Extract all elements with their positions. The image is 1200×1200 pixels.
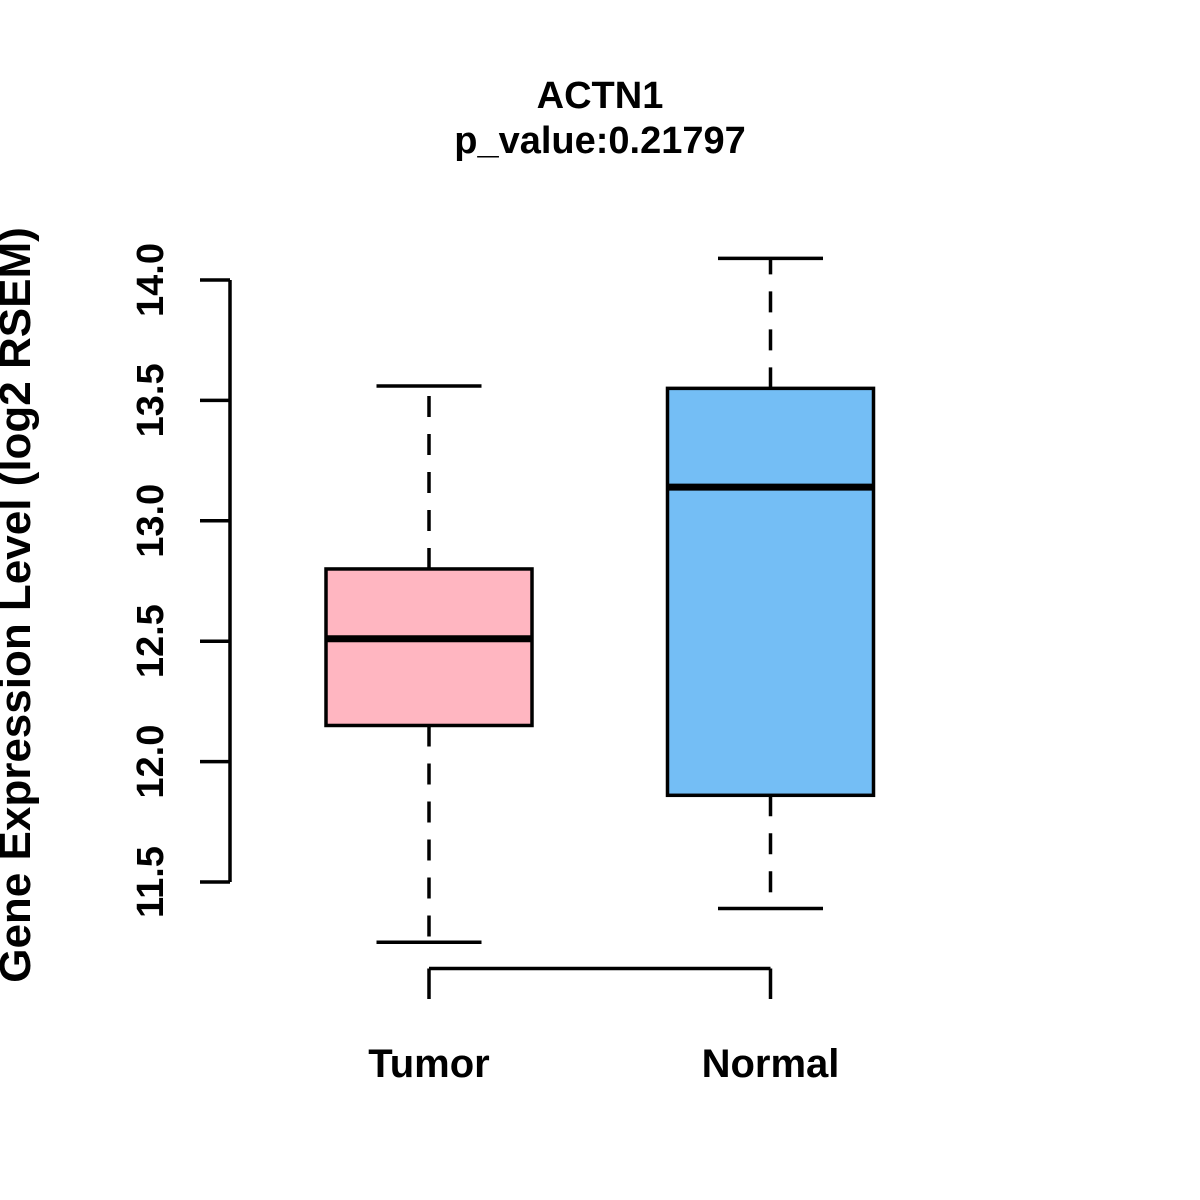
y-axis-tick-label: 12.0 <box>130 725 172 799</box>
tumor-boxplot: Tumor <box>324 384 534 1086</box>
chart-subtitle-pvalue: p_value:0.21797 <box>454 120 746 162</box>
y-axis-tick-label: 12.5 <box>130 604 172 678</box>
tumor-iqr-box <box>324 567 534 728</box>
y-axis-tick-label: 14.0 <box>130 243 172 317</box>
chart-title: ACTN1 <box>537 75 664 117</box>
axes-layer: 11.5 12.0 12.5 13.0 13.5 14.0 <box>130 243 773 999</box>
boxes-layer: Tumor Normal <box>324 256 876 1086</box>
y-axis-tick-label: 11.5 <box>130 846 172 918</box>
y-axis-label: Gene Expression Level (log2 RSEM) <box>0 227 40 983</box>
normal-boxplot: Normal <box>665 256 876 1086</box>
tumor-axis-label: Tumor <box>368 1042 489 1086</box>
normal-iqr-box <box>665 386 876 798</box>
y-axis-tick-label: 13.5 <box>130 363 172 437</box>
y-axis-tick-label: 13.0 <box>130 484 172 558</box>
normal-axis-label: Normal <box>702 1042 840 1086</box>
